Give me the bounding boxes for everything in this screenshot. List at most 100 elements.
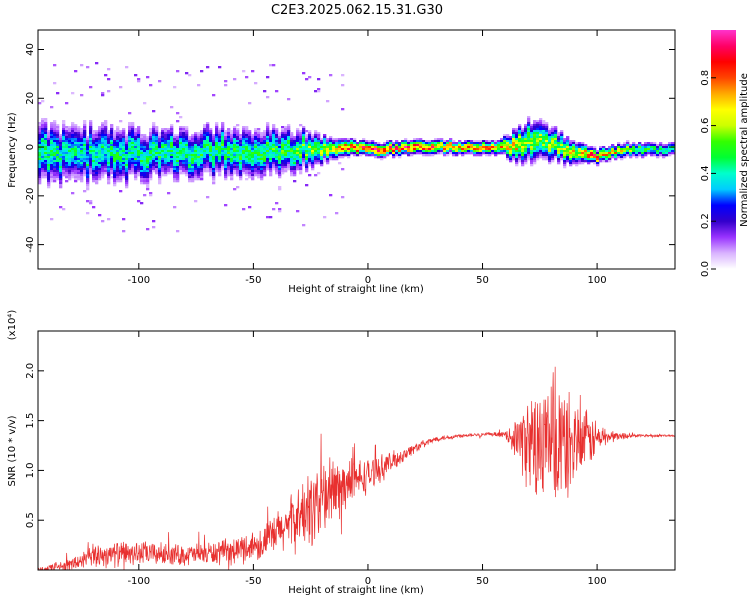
heat-cell [533,142,537,145]
heat-cell [266,134,270,137]
heat-cell [275,142,279,145]
heat-cell [653,148,657,151]
heat-cell [179,134,183,137]
heat-cell [350,142,354,145]
heat-cell [578,142,582,145]
heat-cell [269,138,273,141]
heat-cell [269,146,273,149]
heat-cell [590,146,594,149]
heat-cell [122,176,126,179]
heat-cell [92,172,96,175]
heat-cell [203,142,207,145]
x-tick-label: 0 [365,576,371,587]
heat-cell [176,180,180,183]
heat-cell [83,162,87,165]
heat-cell [101,158,105,161]
heat-cell [257,140,261,143]
heat-cell [107,130,111,133]
heat-cell [563,140,567,143]
heat-cell [314,148,318,151]
heat-cell [101,160,105,163]
heat-cell [242,138,246,141]
heat-cell [170,156,174,159]
heat-cell [212,158,216,161]
heat-cell [563,154,567,157]
heat-cell [200,166,204,169]
heat-cell [146,154,150,157]
heat-cell [50,142,54,145]
heat-cell [221,136,225,139]
heat-cell [329,154,333,157]
heat-cell [227,130,231,133]
heat-cell [560,136,564,139]
heat-cell [65,176,69,179]
heat-cell [581,152,585,155]
heat-cell [197,146,201,149]
heat-cell [638,148,642,151]
heat-cell [92,136,96,139]
heat-cell [128,112,132,115]
heat-cell [170,140,174,143]
heat-cell [272,126,276,129]
heat-cell [548,158,552,161]
heat-cell [224,174,228,177]
heat-cell [173,86,177,89]
heat-cell [122,218,126,221]
heat-cell [239,154,243,157]
heat-cell [266,158,270,161]
heat-cell [200,160,204,163]
heat-cell [137,132,141,135]
heat-cell [47,176,51,179]
heat-cell [533,152,537,155]
heat-cell [86,166,90,169]
heat-cell [296,138,300,141]
heat-cell [359,150,363,153]
heat-cell [632,146,636,149]
heat-cell [206,170,210,173]
heat-cell [41,174,45,177]
heat-cell [548,140,552,143]
heat-cell [191,162,195,165]
heat-cell [164,142,168,145]
heat-cell [251,138,255,141]
heat-cell [137,136,141,139]
heat-cell [557,162,561,165]
heat-cell [149,192,153,195]
heat-cell [98,128,102,131]
heat-cell [59,144,63,147]
heat-cell [329,136,333,139]
heat-cell [131,122,135,125]
heat-cell [491,148,495,151]
heat-cell [254,154,258,157]
heat-cell [125,174,129,177]
heat-cell [188,152,192,155]
heat-cell [110,126,114,129]
heat-cell [530,158,534,161]
heat-cell [65,160,69,163]
heat-cell [158,182,162,185]
heat-cell [140,176,144,179]
heat-cell [92,164,96,167]
heat-cell [617,154,621,157]
heat-cell [563,156,567,159]
heat-cell [296,162,300,165]
heat-cell [77,146,81,149]
heat-cell [308,138,312,141]
heat-cell [389,140,393,143]
heat-cell [302,142,306,145]
heat-cell [155,166,159,169]
heat-cell [104,144,108,147]
heat-cell [227,152,231,155]
heat-cell [356,152,360,155]
heat-cell [113,154,117,157]
heat-cell [134,144,138,147]
heat-cell [503,148,507,151]
heat-cell [320,162,324,165]
heat-cell [155,144,159,147]
heat-cell [116,178,120,181]
heat-cell [302,126,306,129]
heat-cell [110,164,114,167]
heat-cell [431,148,435,151]
heat-cell [197,154,201,157]
heat-cell [632,148,636,151]
